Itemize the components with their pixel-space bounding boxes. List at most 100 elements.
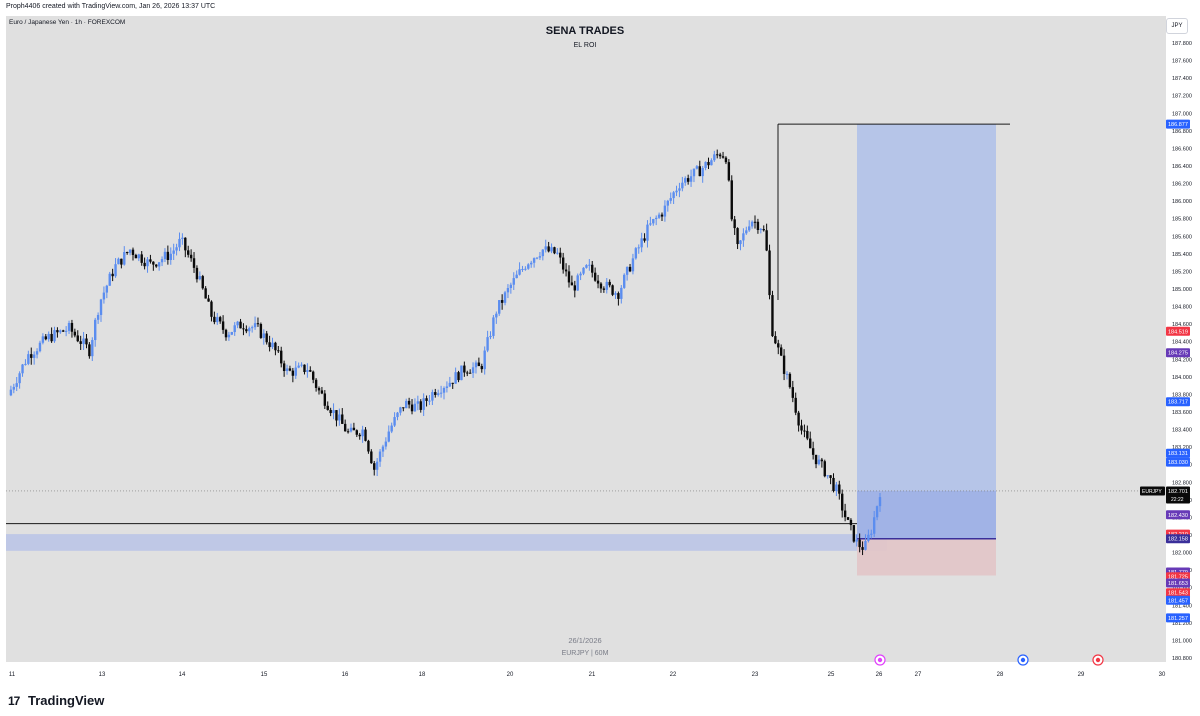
price-label-text: 181.543 — [1168, 591, 1188, 597]
time-scale[interactable] — [6, 662, 1166, 680]
candle-body — [457, 372, 460, 381]
time-tick-label: 29 — [1078, 672, 1085, 678]
candle-body — [268, 342, 271, 348]
candle-body — [256, 323, 260, 325]
price-tick-label: 183.200 — [1172, 445, 1192, 451]
candle-body — [24, 363, 27, 365]
candle-body — [288, 368, 292, 371]
candle-body — [707, 161, 710, 166]
candle-body — [9, 389, 13, 396]
candle-body — [76, 335, 79, 342]
candle-body — [335, 410, 338, 421]
price-tick-label: 185.400 — [1172, 252, 1192, 258]
candle-body — [779, 347, 783, 356]
candle-body — [56, 330, 59, 333]
candle-body — [460, 365, 463, 381]
candle-body — [431, 392, 434, 401]
candle-body — [282, 363, 286, 372]
candle-body — [265, 333, 268, 343]
candle-body — [538, 256, 542, 258]
candle-body — [553, 247, 556, 254]
price-tick-label: 186.000 — [1172, 199, 1192, 205]
last-price-badge — [1166, 486, 1190, 504]
candle-body — [166, 251, 170, 260]
chart-title: SENA TRADES — [545, 25, 625, 37]
candle-body — [477, 362, 481, 367]
candle-body — [221, 321, 225, 330]
candle-body — [32, 354, 36, 358]
candle-body — [143, 262, 146, 267]
candle-body — [608, 281, 611, 286]
candle-body — [745, 230, 748, 234]
candle-body — [468, 372, 472, 374]
price-tick-label: 187.000 — [1172, 111, 1192, 117]
candle-body — [506, 288, 510, 293]
price-tick-label: 186.800 — [1172, 129, 1192, 135]
candle-body — [811, 448, 815, 455]
candle-body — [428, 400, 431, 402]
candle-body — [483, 350, 486, 370]
candle-body — [373, 463, 376, 470]
candle-body — [172, 250, 175, 254]
candle-body — [134, 254, 138, 259]
candle-body — [137, 254, 140, 259]
candle-body — [631, 258, 635, 272]
candle-body — [117, 258, 120, 265]
candle-body — [343, 423, 347, 432]
candle-body — [841, 493, 844, 511]
price-label-badge — [1166, 578, 1190, 588]
candle-body — [800, 425, 803, 431]
candle-body — [442, 388, 446, 393]
candle-body — [346, 431, 350, 433]
candle-body — [463, 365, 466, 373]
candle-body — [512, 278, 515, 285]
candle-body — [422, 398, 425, 410]
candle-body — [806, 430, 809, 439]
candle-body — [689, 176, 693, 182]
candle-body — [163, 251, 167, 260]
candle-body — [823, 461, 826, 477]
candle-body — [323, 393, 327, 406]
time-tick-label: 15 — [261, 672, 268, 678]
candle-body — [67, 322, 71, 331]
price-tick-label: 184.800 — [1172, 305, 1192, 311]
candle-body — [82, 338, 85, 344]
candle-body — [535, 257, 539, 259]
candle-body — [35, 351, 39, 355]
candle-body — [236, 321, 239, 326]
candle-body — [294, 367, 297, 376]
candle-body — [454, 372, 457, 384]
candle-body — [466, 372, 469, 374]
candle-body — [561, 257, 565, 270]
candle-body — [125, 252, 129, 254]
candle-body — [413, 403, 417, 412]
candle-body — [797, 412, 800, 426]
currency-button[interactable]: JPY — [1166, 18, 1188, 34]
price-label-text: 183.717 — [1168, 400, 1188, 406]
price-tick-label: 183.800 — [1172, 392, 1192, 398]
price-tick-label: 182.000 — [1172, 551, 1192, 557]
candle-body — [759, 229, 763, 231]
candle-body — [195, 267, 199, 280]
candle-body — [204, 288, 207, 299]
candle-body — [248, 328, 251, 332]
watermark-symbol: EURJPY | 60M — [561, 650, 609, 657]
candle-body — [617, 293, 620, 299]
candle-body — [791, 387, 794, 398]
candle-body — [782, 355, 786, 374]
symbol-description[interactable]: Euro / Japanese Yen · 1h · FOREXCOM — [9, 19, 126, 26]
candle-body — [875, 506, 879, 518]
candle-body — [378, 451, 382, 462]
candle-body — [178, 238, 181, 248]
candle-body — [12, 386, 16, 390]
candle-body — [480, 366, 483, 370]
candle-body — [62, 330, 65, 332]
candle-body — [695, 166, 699, 169]
candle-body — [59, 330, 62, 333]
candle-body — [654, 217, 658, 220]
candle-body — [855, 539, 858, 542]
candle-body — [585, 265, 588, 268]
price-tick-label: 187.400 — [1172, 76, 1192, 82]
candle-body — [864, 540, 867, 550]
